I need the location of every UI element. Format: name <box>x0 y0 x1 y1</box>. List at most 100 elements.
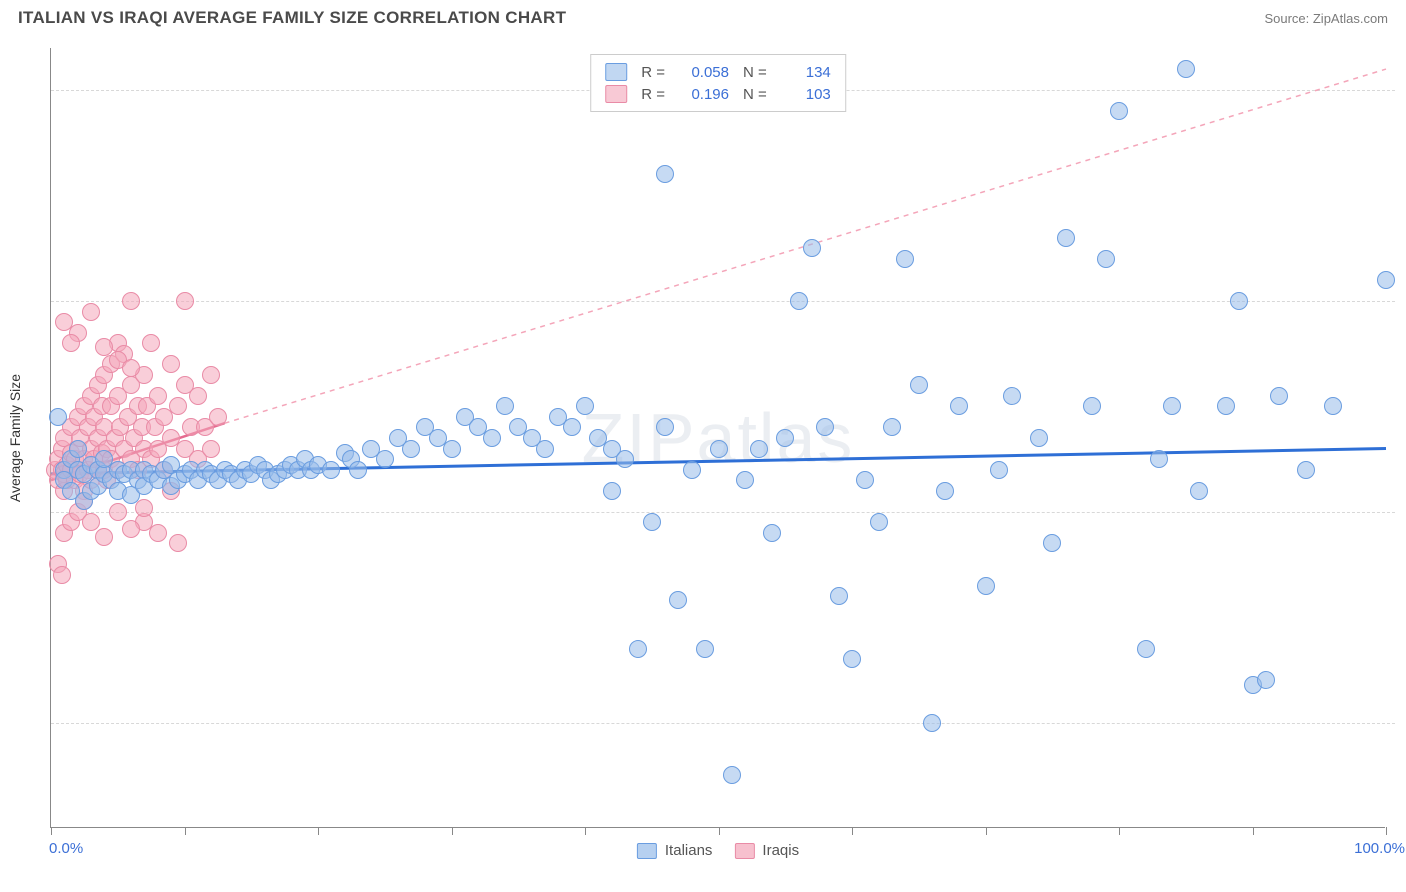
data-point <box>950 397 968 415</box>
data-point <box>656 418 674 436</box>
series-legend: Italians Iraqis <box>637 842 799 859</box>
data-point <box>1190 482 1208 500</box>
data-point <box>162 355 180 373</box>
data-point <box>1003 387 1021 405</box>
data-point <box>1177 60 1195 78</box>
r-label: R = <box>641 64 665 81</box>
data-point <box>1150 450 1168 468</box>
data-point <box>202 366 220 384</box>
data-point <box>142 334 160 352</box>
data-point <box>169 534 187 552</box>
data-point <box>803 239 821 257</box>
data-point <box>1377 271 1395 289</box>
data-point <box>977 577 995 595</box>
data-point <box>1043 534 1061 552</box>
data-point <box>883 418 901 436</box>
data-point <box>82 513 100 531</box>
data-point <box>736 471 754 489</box>
data-point <box>169 397 187 415</box>
data-point <box>176 292 194 310</box>
data-point <box>563 418 581 436</box>
data-point <box>69 440 87 458</box>
data-point <box>669 591 687 609</box>
data-point <box>990 461 1008 479</box>
data-point <box>149 524 167 542</box>
chart-title: ITALIAN VS IRAQI AVERAGE FAMILY SIZE COR… <box>18 8 566 28</box>
data-point <box>122 520 140 538</box>
x-tick <box>185 827 186 835</box>
chart-container: ZIPatlas 2.003.004.005.00 Average Family… <box>50 48 1385 828</box>
x-tick <box>51 827 52 835</box>
data-point <box>49 408 67 426</box>
data-point <box>496 397 514 415</box>
chart-source: Source: ZipAtlas.com <box>1264 11 1388 26</box>
data-point <box>923 714 941 732</box>
data-point <box>122 359 140 377</box>
y-axis-title: Average Family Size <box>7 373 23 501</box>
swatch-blue-icon <box>637 843 657 859</box>
stats-row-italians: R = 0.058 N = 134 <box>605 61 831 83</box>
data-point <box>95 528 113 546</box>
data-point <box>936 482 954 500</box>
x-tick <box>852 827 853 835</box>
x-tick <box>452 827 453 835</box>
data-point <box>816 418 834 436</box>
data-point <box>870 513 888 531</box>
data-point <box>53 566 71 584</box>
legend-item-italians: Italians <box>637 842 713 859</box>
data-point <box>149 387 167 405</box>
data-point <box>1297 461 1315 479</box>
data-point <box>135 499 153 517</box>
n-value: 134 <box>781 64 831 81</box>
data-point <box>763 524 781 542</box>
x-tick <box>719 827 720 835</box>
data-point <box>1163 397 1181 415</box>
data-point <box>616 450 634 468</box>
data-point <box>189 387 207 405</box>
data-point <box>576 397 594 415</box>
legend-label: Italians <box>665 842 713 859</box>
n-value: 103 <box>781 86 831 103</box>
data-point <box>443 440 461 458</box>
data-point <box>1057 229 1075 247</box>
data-point <box>536 440 554 458</box>
stats-row-iraqis: R = 0.196 N = 103 <box>605 83 831 105</box>
n-label: N = <box>743 64 767 81</box>
legend-item-iraqis: Iraqis <box>734 842 799 859</box>
data-point <box>843 650 861 668</box>
data-point <box>1230 292 1248 310</box>
data-point <box>483 429 501 447</box>
data-point <box>1137 640 1155 658</box>
data-point <box>202 440 220 458</box>
data-point <box>750 440 768 458</box>
data-point <box>603 482 621 500</box>
data-point <box>776 429 794 447</box>
r-value: 0.058 <box>679 64 729 81</box>
n-label: N = <box>743 86 767 103</box>
x-axis-min-label: 0.0% <box>49 840 83 857</box>
data-point <box>322 461 340 479</box>
x-tick <box>1386 827 1387 835</box>
x-tick <box>1253 827 1254 835</box>
swatch-blue-icon <box>605 63 627 81</box>
swatch-pink-icon <box>605 85 627 103</box>
x-tick <box>585 827 586 835</box>
data-point <box>82 303 100 321</box>
legend-label: Iraqis <box>762 842 799 859</box>
stats-legend: R = 0.058 N = 134 R = 0.196 N = 103 <box>590 54 846 112</box>
r-value: 0.196 <box>679 86 729 103</box>
plot-area: ZIPatlas 2.003.004.005.00 <box>51 48 1385 827</box>
r-label: R = <box>641 86 665 103</box>
data-point <box>910 376 928 394</box>
data-point <box>1257 671 1275 689</box>
data-point <box>122 292 140 310</box>
data-point <box>696 640 714 658</box>
data-point <box>109 503 127 521</box>
data-point <box>629 640 647 658</box>
swatch-pink-icon <box>734 843 754 859</box>
x-tick <box>318 827 319 835</box>
data-point <box>683 461 701 479</box>
x-tick <box>1119 827 1120 835</box>
data-point <box>723 766 741 784</box>
x-axis-max-label: 100.0% <box>1354 840 1405 857</box>
